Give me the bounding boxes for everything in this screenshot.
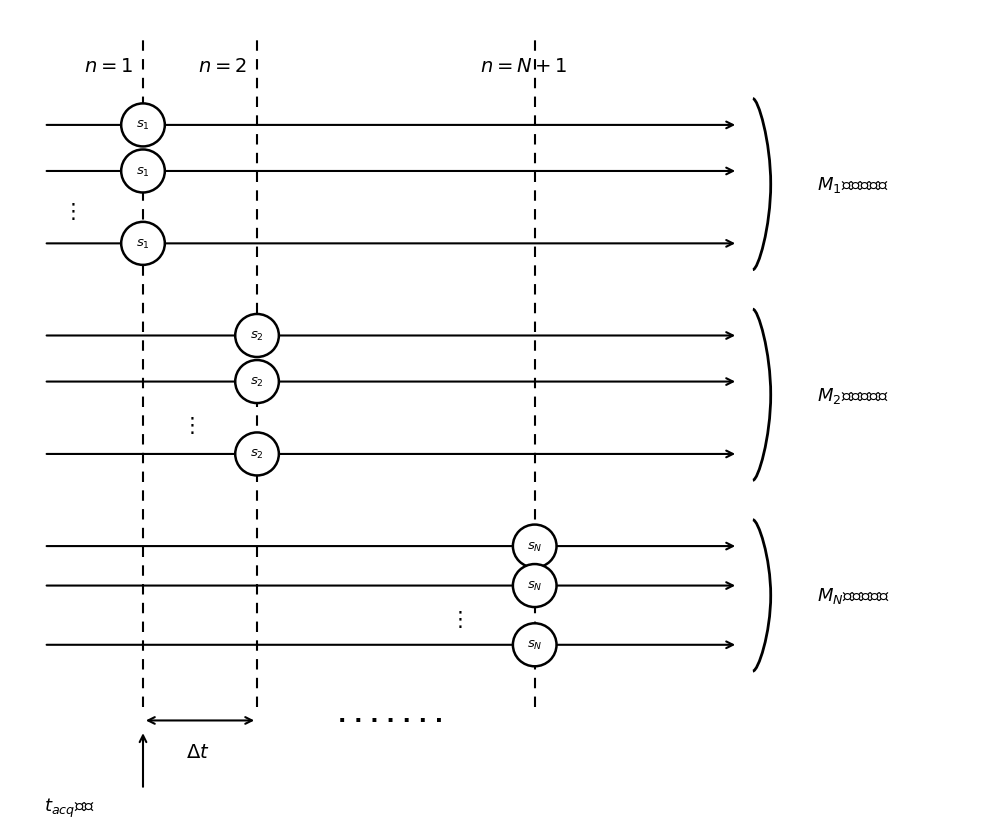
Text: $n=2$: $n=2$ (198, 58, 246, 75)
Text: $s_{1}$: $s_{1}$ (136, 165, 150, 179)
Ellipse shape (513, 564, 557, 607)
Text: $s_{1}$: $s_{1}$ (136, 237, 150, 251)
Text: $s_{2}$: $s_{2}$ (250, 329, 264, 342)
Ellipse shape (513, 624, 557, 667)
Ellipse shape (121, 151, 165, 194)
Ellipse shape (235, 361, 279, 404)
Text: · · · · · · ·: · · · · · · · (338, 710, 443, 730)
Text: $s_{2}$: $s_{2}$ (250, 448, 264, 461)
Ellipse shape (121, 104, 165, 147)
Text: $s_{N}$: $s_{N}$ (527, 540, 542, 553)
Text: $s_{N}$: $s_{N}$ (527, 579, 542, 592)
Text: $n=N+1$: $n=N+1$ (480, 58, 568, 75)
Text: $\Delta t$: $\Delta t$ (186, 743, 209, 762)
Text: $s_{1}$: $s_{1}$ (136, 119, 150, 132)
Text: $n=1$: $n=1$ (84, 58, 132, 75)
Ellipse shape (513, 525, 557, 568)
Text: $t_{acq}$时刻: $t_{acq}$时刻 (44, 796, 94, 820)
Ellipse shape (121, 222, 165, 265)
Text: $s_{2}$: $s_{2}$ (250, 375, 264, 389)
Ellipse shape (235, 433, 279, 476)
Text: $M_2$个脉冲周期: $M_2$个脉冲周期 (817, 385, 889, 405)
Text: $M_N$个脉冲周期: $M_N$个脉冲周期 (817, 586, 890, 605)
Text: $\vdots$: $\vdots$ (181, 414, 194, 435)
Text: $M_1$个脉冲周期: $M_1$个脉冲周期 (817, 175, 889, 195)
Ellipse shape (235, 314, 279, 357)
Text: $\vdots$: $\vdots$ (449, 608, 462, 629)
Text: $s_{N}$: $s_{N}$ (527, 638, 542, 652)
Text: $\vdots$: $\vdots$ (62, 201, 75, 222)
